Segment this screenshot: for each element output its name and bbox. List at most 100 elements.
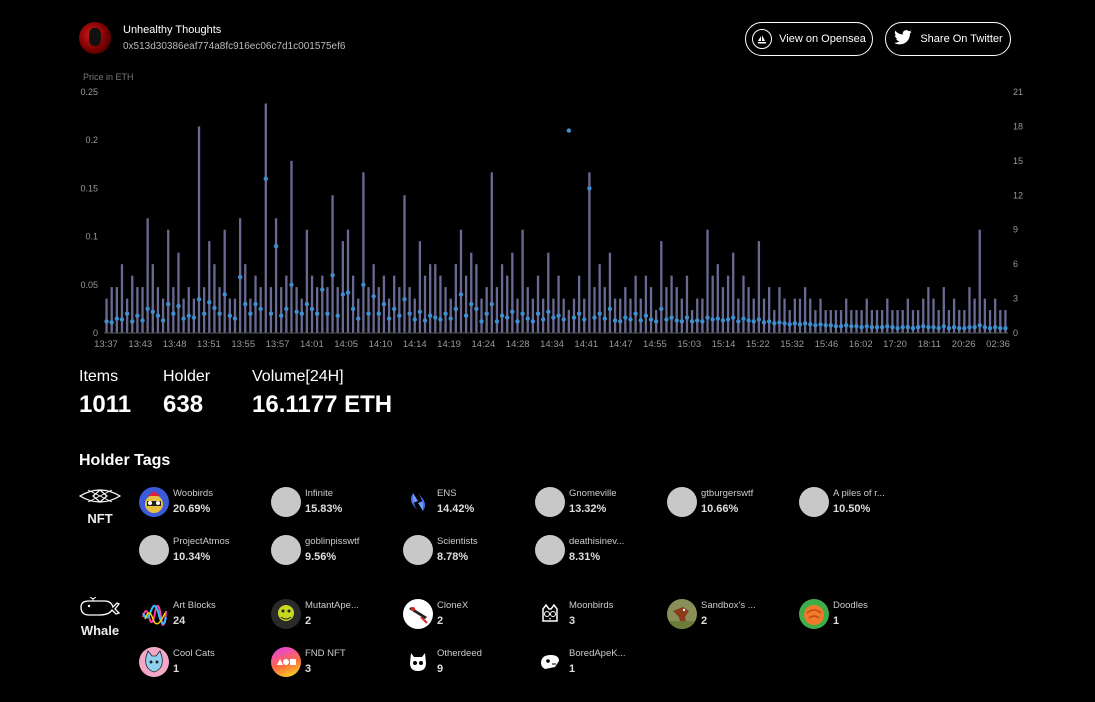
whale-tag-sandbox[interactable]: Sandbox's ... 2 xyxy=(667,599,793,631)
volume-bar xyxy=(665,287,668,333)
collection-address[interactable]: 0x513d30386eaf774a8fc916ec06c7d1c001575e… xyxy=(123,41,346,52)
volume-bar xyxy=(146,218,149,333)
volume-bar xyxy=(429,264,432,333)
volume-bar xyxy=(408,287,411,333)
tag-name: Gnomeville xyxy=(569,488,617,499)
price-point xyxy=(371,294,376,299)
collection-name: Unhealthy Thoughts xyxy=(123,24,222,36)
price-point xyxy=(679,319,685,324)
volume-bar xyxy=(675,287,678,333)
volume-bar xyxy=(629,298,632,333)
volume-bar xyxy=(470,252,473,333)
nft-tag-scientists[interactable]: Scientists 8.78% xyxy=(403,535,529,567)
share-on-twitter-button[interactable]: Share On Twitter xyxy=(885,22,1011,56)
price-point xyxy=(1003,325,1008,331)
price-point xyxy=(638,318,643,323)
whale-tag-mutantape[interactable]: MutantApe... 2 xyxy=(271,599,397,631)
nft-tag-goblinpisswtf[interactable]: goblinpisswtf 9.56% xyxy=(271,535,397,567)
whale-tag-otherdeed[interactable]: Otherdeed 9 xyxy=(403,647,529,679)
volume-bar xyxy=(341,241,344,333)
price-point xyxy=(474,306,479,312)
whale-tag-fnd-nft[interactable]: FND NFT 3 xyxy=(271,647,397,679)
volume-bar xyxy=(798,298,802,333)
volume-bar xyxy=(213,264,216,333)
x-tick-label: 13:55 xyxy=(231,339,255,350)
volume-bar xyxy=(978,229,981,333)
twitter-button-label: Share On Twitter xyxy=(920,33,1003,45)
x-tick-label: 14:34 xyxy=(540,339,564,350)
volume-bar xyxy=(120,264,124,333)
price-point xyxy=(936,325,941,331)
tag-value: 2 xyxy=(437,615,444,627)
price-point xyxy=(592,315,597,320)
price-point xyxy=(941,324,946,329)
nft-tag-a-piles-of[interactable]: A piles of r... 10.50% xyxy=(799,487,925,519)
holder-tags-title: Holder Tags xyxy=(79,452,171,469)
volume-bar xyxy=(660,241,663,333)
nft-tag-gtburgerswtf[interactable]: gtburgerswtf 10.66% xyxy=(667,487,793,519)
boredape-logo-icon xyxy=(535,647,565,677)
price-point xyxy=(838,324,844,329)
volume-bar xyxy=(670,275,673,333)
tag-value: 13.32% xyxy=(569,503,607,515)
whale-tag-boredapek[interactable]: BoredApeK... 1 xyxy=(535,647,661,679)
price-point xyxy=(833,324,839,329)
volume-bar xyxy=(459,229,463,333)
volume-bar xyxy=(968,287,971,333)
view-on-opensea-button[interactable]: View on Opensea xyxy=(745,22,873,56)
fnd-avatar-icon xyxy=(271,647,301,677)
nft-tag-woobirds[interactable]: Woobirds 20.69% xyxy=(139,487,265,519)
price-point xyxy=(155,313,161,318)
volume-bar xyxy=(839,310,843,333)
volume-bar xyxy=(845,298,848,333)
x-tick-label: 20:26 xyxy=(952,339,976,350)
price-point xyxy=(304,301,310,307)
x-tick-label: 14:19 xyxy=(437,339,461,350)
nft-tag-infinite[interactable]: Infinite 15.83% xyxy=(271,487,397,519)
volume-bar xyxy=(783,298,786,333)
volume-bar xyxy=(115,287,118,333)
nft-tag-projectatmos[interactable]: ProjectAtmos 10.34% xyxy=(139,535,265,567)
price-point xyxy=(309,306,315,312)
price-point xyxy=(808,322,813,327)
price-point xyxy=(787,322,792,327)
volume-bar xyxy=(141,287,144,333)
whale-tag-moonbirds[interactable]: Moonbirds 3 xyxy=(535,599,661,631)
price-point xyxy=(967,325,972,330)
price-point xyxy=(751,319,756,324)
whale-tag-cool-cats[interactable]: Cool Cats 1 xyxy=(139,647,265,679)
price-point xyxy=(145,306,150,312)
price-point xyxy=(284,306,289,312)
price-point xyxy=(232,316,238,321)
whale-tag-doodles[interactable]: Doodles 1 xyxy=(799,599,925,631)
x-tick-label: 15:32 xyxy=(780,339,804,350)
y-tick-label: 0.05 xyxy=(80,280,98,290)
price-point xyxy=(361,282,366,287)
volume-bar xyxy=(649,287,653,333)
nft-tag-gnomeville[interactable]: Gnomeville 13.32% xyxy=(535,487,661,519)
volume-bar xyxy=(310,275,314,333)
price-point xyxy=(540,317,546,322)
volume-bar xyxy=(875,310,879,333)
volume-bar xyxy=(680,298,683,333)
tag-name: BoredApeK... xyxy=(569,648,626,659)
nft-tag-ens[interactable]: ENS 14.42% xyxy=(403,487,529,519)
whale-tag-clonex[interactable]: CloneX 2 xyxy=(403,599,529,631)
tag-name: ENS xyxy=(437,488,457,499)
price-point xyxy=(582,317,587,322)
price-point xyxy=(931,325,936,330)
price-point xyxy=(104,319,109,324)
price-point xyxy=(109,320,114,325)
volume-bar xyxy=(244,264,247,333)
volume-bar xyxy=(685,275,689,333)
price-point xyxy=(124,311,130,316)
volume-bar xyxy=(485,287,488,333)
x-tick-label: 15:22 xyxy=(746,339,770,350)
price-point xyxy=(237,274,243,280)
volume-bar xyxy=(732,252,735,333)
price-point xyxy=(612,318,618,323)
x-tick-label: 02:36 xyxy=(986,339,1010,350)
price-point xyxy=(294,309,299,314)
whale-tag-art-blocks[interactable]: Art Blocks 24 xyxy=(139,599,265,631)
nft-tag-deathisinev[interactable]: deathisinev... 8.31% xyxy=(535,535,661,567)
